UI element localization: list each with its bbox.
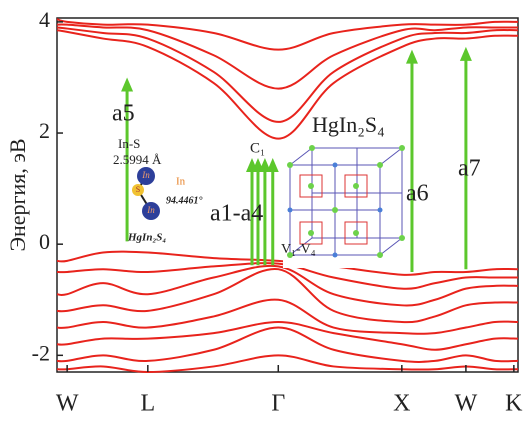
y-tick-label: 4: [39, 7, 50, 32]
x-tick-label: X: [393, 391, 410, 417]
inset-text: HgIn₂S₄: [127, 232, 166, 244]
y-axis-label: Энергия, эВ: [5, 138, 30, 251]
x-tick-label: L: [140, 391, 155, 417]
arrow-head: [267, 158, 279, 172]
transition-label: a6: [406, 181, 429, 207]
x-tick-label: K: [505, 391, 523, 417]
arrow-head: [406, 50, 418, 64]
arrow-head: [121, 77, 133, 91]
y-tick-label: 2: [39, 118, 50, 143]
annotation: HgIn₂S₄: [312, 112, 385, 137]
transition-label: a1-a4: [210, 201, 263, 227]
annotation: V₁-V₄: [281, 242, 316, 257]
chart: In S In In-S 2.5994 Å In 94.4461° HgIn₂S…: [0, 0, 531, 421]
x-tick-label: Γ: [271, 391, 285, 417]
transition-label: a7: [458, 156, 481, 182]
y-tick-label: -2: [32, 340, 50, 365]
x-tick-label: W: [455, 391, 478, 417]
y-tick-label: 0: [39, 229, 50, 254]
inset-text: In-S: [118, 136, 140, 151]
inset-text: 94.4461°: [166, 195, 203, 206]
atom-label: In: [141, 170, 150, 180]
arrow-head: [460, 47, 472, 61]
x-tick-label: W: [56, 391, 79, 417]
transition-label: a5: [112, 101, 135, 127]
atom-label: In: [146, 205, 155, 215]
inset-text: In: [176, 176, 186, 188]
atom-label: S: [136, 185, 140, 194]
annotation: C₁: [250, 140, 265, 156]
inset-text: 2.5994 Å: [113, 152, 162, 167]
